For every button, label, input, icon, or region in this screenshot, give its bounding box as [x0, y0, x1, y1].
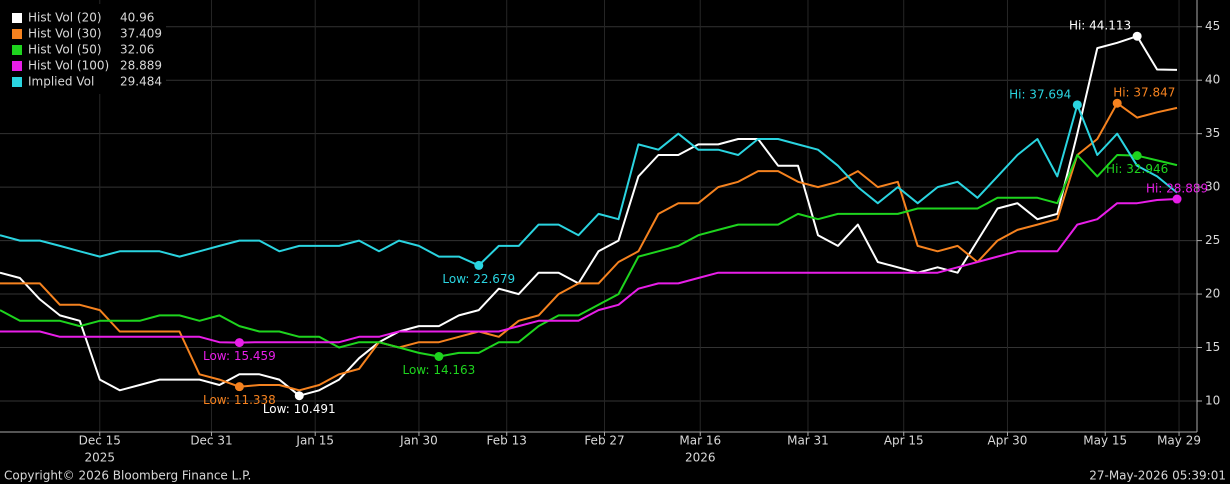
extreme-label: Hi: 37.847 — [1113, 86, 1175, 100]
x-tick-label: Jan 30 — [399, 434, 438, 448]
legend-swatch — [12, 61, 22, 71]
year-label: 2025 — [84, 451, 115, 465]
y-tick-label: 35 — [1205, 126, 1220, 140]
year-label: 2026 — [685, 451, 716, 465]
extreme-marker — [1112, 98, 1122, 108]
extreme-label: Low: 11.338 — [203, 393, 276, 407]
legend-value: 37.409 — [120, 27, 162, 41]
extreme-marker — [234, 338, 244, 348]
extreme-marker — [474, 260, 484, 270]
extreme-label: Low: 22.679 — [442, 272, 515, 286]
extreme-marker — [1132, 151, 1142, 161]
x-tick-label: Apr 15 — [884, 434, 924, 448]
series-line — [0, 35, 1178, 397]
legend-label: Hist Vol (30) — [28, 27, 102, 41]
x-tick-label: Jan 15 — [295, 434, 334, 448]
extreme-label: Hi: 37.694 — [1009, 87, 1071, 101]
timestamp: 27-May-2026 05:39:01 — [1089, 469, 1226, 483]
x-tick-label: Feb 13 — [487, 434, 527, 448]
x-tick-label: Apr 30 — [988, 434, 1028, 448]
legend-label: Implied Vol — [28, 75, 94, 89]
y-tick-label: 15 — [1205, 340, 1220, 354]
series-line — [0, 154, 1178, 358]
y-tick-label: 30 — [1205, 180, 1220, 194]
extreme-label: Low: 14.163 — [402, 363, 475, 377]
extreme-marker — [234, 382, 244, 392]
extreme-marker — [294, 391, 304, 401]
extreme-label: Hi: 28.889 — [1146, 182, 1208, 196]
legend-value: 29.484 — [120, 75, 162, 89]
extreme-marker — [1072, 100, 1082, 110]
x-tick-label: May 29 — [1157, 434, 1201, 448]
legend-swatch — [12, 45, 22, 55]
y-tick-label: 25 — [1205, 233, 1220, 247]
extreme-marker — [434, 351, 444, 361]
extreme-label: Hi: 44.113 — [1069, 19, 1131, 33]
extreme-label: Low: 15.459 — [203, 349, 276, 363]
copyright: Copyright© 2026 Bloomberg Finance L.P. — [4, 469, 251, 483]
y-tick-label: 20 — [1205, 287, 1220, 301]
y-tick-label: 45 — [1205, 19, 1220, 33]
legend-value: 28.889 — [120, 59, 162, 73]
extreme-label: Hi: 32.946 — [1106, 162, 1168, 176]
legend-label: Hist Vol (50) — [28, 43, 102, 57]
legend-value: 32.06 — [120, 43, 154, 57]
legend-box — [0, 4, 166, 94]
legend: Hist Vol (20) 40.96 Hist Vol (30) 37.409 His… — [0, 4, 166, 94]
legend-swatch — [12, 29, 22, 39]
series-line — [0, 198, 1178, 344]
x-tick-label: Mar 16 — [679, 434, 721, 448]
extreme-label: Low: 10.491 — [263, 402, 336, 416]
legend-value: 40.96 — [120, 11, 154, 25]
plot: Low: 10.491 Hi: 44.113 Low: 11.338 Hi: 37.8… — [0, 19, 1208, 416]
legend-swatch — [12, 77, 22, 87]
x-tick-label: Feb 27 — [584, 434, 624, 448]
x-tick-label: Dec 31 — [190, 434, 232, 448]
y-tick-label: 40 — [1205, 73, 1220, 87]
series-line — [0, 103, 1178, 267]
legend-swatch — [12, 13, 22, 23]
x-tick-label: Mar 31 — [787, 434, 829, 448]
legend-label: Hist Vol (100) — [28, 59, 109, 73]
legend-label: Hist Vol (20) — [28, 11, 102, 25]
series-line — [0, 102, 1178, 392]
extreme-marker — [1132, 31, 1142, 41]
y-tick-label: 10 — [1205, 393, 1220, 407]
x-tick-label: May 15 — [1083, 434, 1127, 448]
x-tick-label: Dec 15 — [79, 434, 121, 448]
extreme-marker — [1172, 194, 1182, 204]
